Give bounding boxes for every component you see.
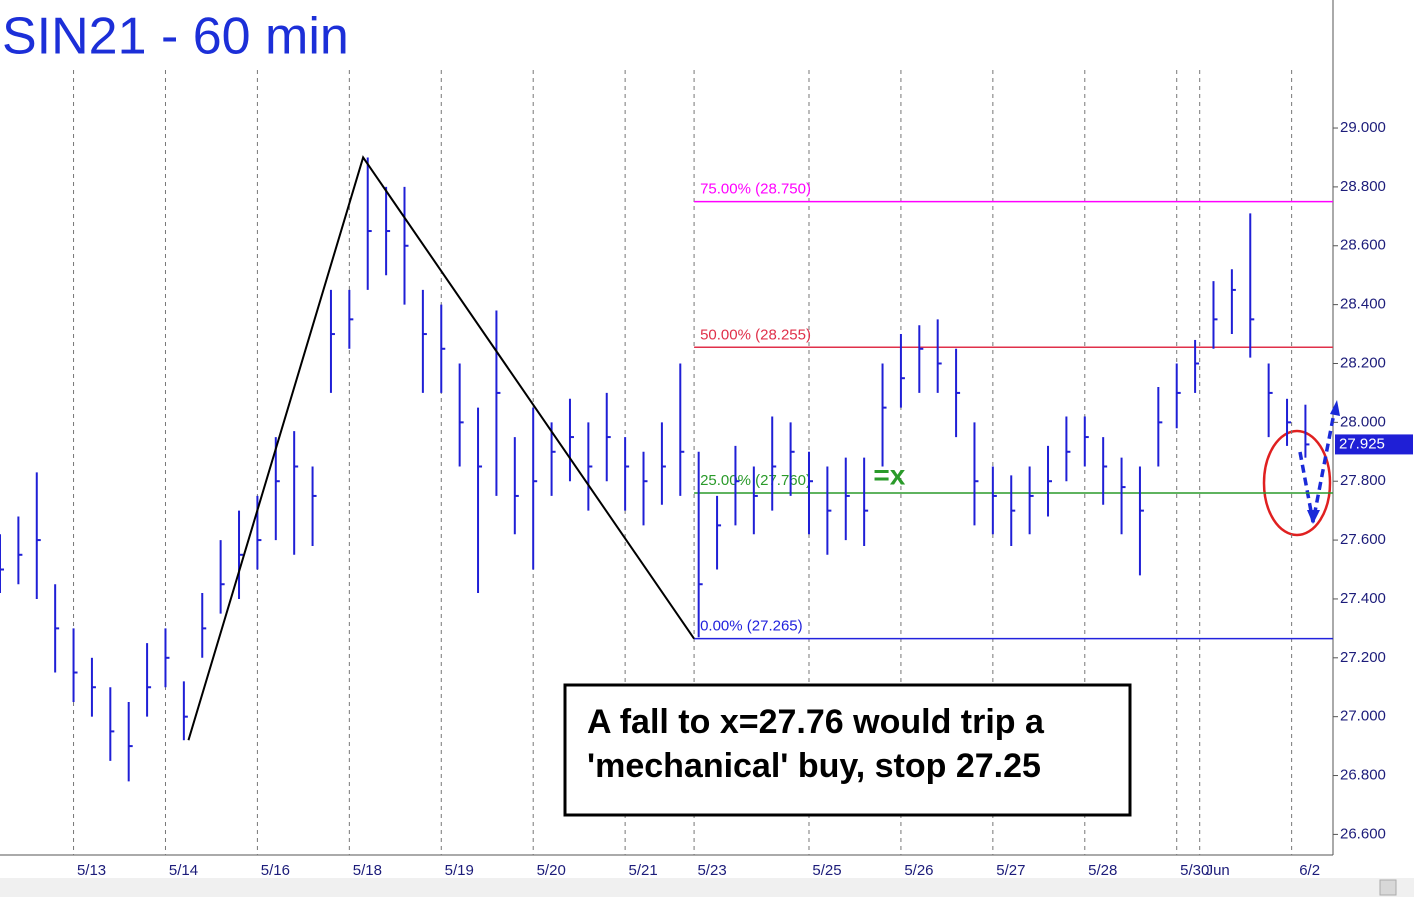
x-marker: =x: [873, 459, 905, 490]
y-tick-label: 28.600: [1340, 237, 1386, 254]
trend-line: [187, 155, 695, 741]
fib-label: 0.00% (27.265): [700, 618, 803, 635]
fib-label: 25.00% (27.760): [700, 472, 811, 489]
x-tick-label: 5/20: [537, 862, 566, 879]
annotation-box: [563, 683, 1132, 817]
x-tick-label: 5/28: [1088, 862, 1117, 879]
x-tick-label: Jun: [1206, 862, 1230, 879]
last-price-label: 27.925: [1339, 435, 1385, 452]
x-tick-label: 5/26: [904, 862, 933, 879]
x-tick-label: 5/14: [169, 862, 198, 879]
y-tick-label: 26.800: [1340, 767, 1386, 784]
y-tick-label: 29.000: [1340, 119, 1386, 136]
y-tick-label: 27.200: [1340, 649, 1386, 666]
x-tick-label: 5/30: [1180, 862, 1209, 879]
fib-label: 50.00% (28.255): [700, 326, 811, 343]
x-tick-label: 5/16: [261, 862, 290, 879]
y-tick-label: 27.400: [1340, 590, 1386, 607]
y-tick-label: 27.600: [1340, 531, 1386, 548]
x-tick-label: 5/23: [697, 862, 726, 879]
x-tick-label: 5/27: [996, 862, 1025, 879]
chart-title: SIN21 - 60 min: [2, 8, 349, 66]
fib-label: 75.00% (28.750): [700, 181, 811, 198]
x-tick-label: 5/18: [353, 862, 382, 879]
y-tick-label: 28.800: [1340, 178, 1386, 195]
y-tick-label: 27.000: [1340, 708, 1386, 725]
annotation-line: 'mechanical' buy, stop 27.25: [587, 747, 1041, 785]
arrow-heads: [1307, 400, 1340, 524]
x-tick-label: 6/2: [1299, 862, 1320, 879]
scrollbar[interactable]: [0, 878, 1414, 897]
y-tick-label: 26.600: [1340, 825, 1386, 842]
highlight-ellipse: [1262, 429, 1332, 537]
annotation-line: A fall to x=27.76 would trip a: [587, 703, 1045, 741]
y-tick-label: 28.400: [1340, 296, 1386, 313]
last-price-box: [1335, 434, 1413, 455]
scroll-thumb[interactable]: [1379, 879, 1397, 896]
x-tick-label: 5/25: [812, 862, 841, 879]
x-tick-label: 5/19: [445, 862, 474, 879]
x-tick-label: 5/13: [77, 862, 106, 879]
y-tick-label: 28.200: [1340, 354, 1386, 371]
x-tick-label: 5/21: [629, 862, 658, 879]
y-tick-label: 28.000: [1340, 413, 1386, 430]
y-tick-label: 27.800: [1340, 472, 1386, 489]
